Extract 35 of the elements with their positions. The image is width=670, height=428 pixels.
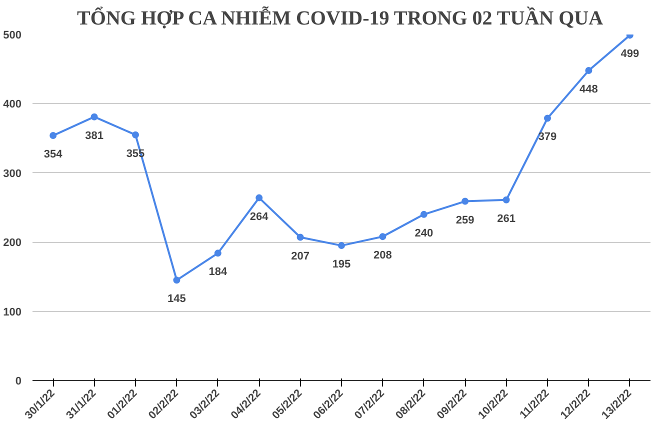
- data-label: 195: [332, 258, 351, 271]
- y-tick-label: 0: [15, 376, 22, 388]
- y-tick-label: 100: [3, 306, 22, 318]
- point: [338, 242, 345, 250]
- point: [379, 233, 386, 240]
- point: [296, 234, 304, 241]
- data-label: 208: [374, 250, 392, 262]
- y-tick-label: 200: [3, 237, 22, 250]
- data-label: 499: [620, 48, 640, 60]
- point: [90, 113, 98, 120]
- data-label: 259: [456, 214, 474, 226]
- point: [585, 66, 592, 74]
- point: [132, 131, 139, 138]
- point: [50, 132, 57, 140]
- point: [173, 276, 180, 284]
- point: [256, 194, 263, 202]
- chart-title: TỔNG HỢP CA NHIỄM COVID-19 TRONG 02 TUẦN QUA: [77, 6, 604, 30]
- data-label: 379: [538, 131, 557, 144]
- point: [544, 114, 551, 122]
- point: [502, 196, 510, 204]
- y-tick-label: 500: [3, 30, 22, 42]
- data-label: 261: [497, 212, 516, 225]
- data-label: 145: [168, 293, 186, 306]
- data-label: 264: [250, 210, 270, 223]
- data-label: 184: [208, 266, 228, 278]
- data-label: 207: [291, 250, 310, 262]
- point: [214, 250, 222, 257]
- data-label: 354: [44, 148, 64, 161]
- data-label: 240: [414, 227, 434, 240]
- point: [420, 210, 428, 218]
- data-label: 448: [580, 83, 598, 96]
- y-tick-label: 400: [3, 98, 22, 111]
- point: [462, 198, 469, 205]
- data-label: 381: [85, 130, 104, 142]
- y-tick-label: 300: [3, 168, 22, 180]
